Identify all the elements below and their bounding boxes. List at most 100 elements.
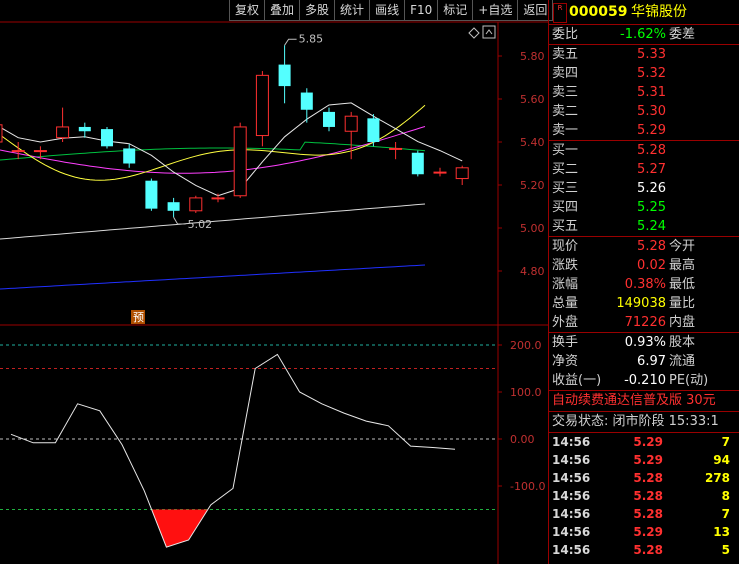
order-label: 买三	[552, 181, 579, 196]
candle-body	[433, 171, 447, 174]
stat-label2: 股本	[669, 335, 696, 350]
candle-body	[11, 150, 25, 153]
toolbar-button-add-watchlist[interactable]: +自选	[472, 0, 519, 21]
toolbar-button-overlay[interactable]: 叠加	[264, 0, 301, 21]
quote-row-change: 涨跌 0.02 最高	[549, 256, 739, 275]
weicha-label: 委差	[669, 27, 696, 42]
order-row-sell4[interactable]: 卖四 5.32	[549, 64, 739, 83]
candle-body	[211, 197, 225, 200]
order-row-buy1[interactable]: 买一 5.28	[549, 141, 739, 160]
order-row-sell1[interactable]: 卖一 5.29	[549, 121, 739, 140]
order-price: 5.25	[637, 200, 666, 215]
diamond-icon[interactable]	[468, 27, 480, 39]
order-price: 5.26	[637, 181, 666, 196]
stat-row-turnover: 换手 0.93% 股本	[549, 333, 739, 352]
order-label: 卖四	[552, 66, 579, 81]
candle	[255, 71, 269, 147]
tick-row: 14:56 5.28 7	[549, 505, 739, 523]
tick-volume: 8	[721, 489, 730, 503]
candle-body	[389, 147, 403, 150]
order-label: 买四	[552, 200, 579, 215]
subscription-ticker[interactable]: 自动续费通达信普及版 30元	[549, 390, 739, 411]
candle	[0, 124, 3, 143]
stock-code[interactable]: 000059	[569, 4, 628, 20]
price-tick-label: 5.40	[520, 136, 545, 149]
order-row-buy4[interactable]: 买四 5.25	[549, 198, 739, 217]
candle	[33, 146, 47, 160]
toolbar-button-multi-stock[interactable]: 多股	[299, 0, 336, 21]
tick-volume: 278	[704, 471, 730, 485]
quote-summary: 现价 5.28 今开 涨跌 0.02 最高 涨幅 0.38% 最低 总量 149038 量比 外…	[549, 236, 739, 332]
quote-label2: 内盘	[669, 315, 696, 330]
tick-time: 14:56	[552, 489, 591, 503]
order-row-buy5[interactable]: 买五 5.24	[549, 217, 739, 236]
toolbar-button-f10[interactable]: F10	[404, 0, 439, 21]
candle-body	[323, 111, 335, 127]
trade-status: 交易状态: 闭市阶段 15:33:1	[549, 411, 739, 432]
buy-orders: 买一 5.28 买二 5.27 买三 5.26 买四 5.25 买五 5.24	[549, 140, 739, 236]
quote-value: 5.28	[637, 239, 666, 254]
tick-volume: 5	[721, 543, 730, 557]
toolbar-button-mark[interactable]: 标记	[437, 0, 474, 21]
quote-row-outer: 外盘 71226 内盘	[549, 313, 739, 332]
price-tick-label: 5.80	[520, 50, 545, 63]
toolbar-button-statistics[interactable]: 统计	[334, 0, 371, 21]
tick-row: 14:56 5.29 7	[549, 433, 739, 451]
indicator-line	[10, 353, 456, 548]
tick-time: 14:56	[552, 435, 591, 449]
ma-line-magenta	[0, 126, 426, 174]
quote-value: 71226	[624, 315, 666, 330]
candle-body	[123, 148, 136, 164]
order-label: 卖五	[552, 47, 579, 62]
order-row-sell3[interactable]: 卖三 5.31	[549, 83, 739, 102]
moving-average-lines	[0, 102, 463, 290]
quote-label2: 最高	[669, 258, 696, 273]
indicator-panel	[0, 344, 498, 548]
candle	[433, 167, 447, 177]
candle-body	[300, 92, 313, 110]
tick-row: 14:56 5.29 13	[549, 523, 739, 541]
candle	[123, 144, 136, 168]
order-row-buy3[interactable]: 买三 5.26	[549, 179, 739, 198]
quote-value: 0.38%	[624, 277, 666, 292]
order-row-sell2[interactable]: 卖二 5.30	[549, 102, 739, 121]
toolbar-button-draw[interactable]: 画线	[369, 0, 406, 21]
ma-line-5	[0, 102, 463, 197]
quote-value: 0.02	[637, 258, 666, 273]
weibi-row: 委比 -1.62% 委差	[549, 24, 739, 44]
candle-body	[367, 118, 380, 142]
kline-chart[interactable]: 5.80 5.60 5.40 5.20 5.00 4.80 200.0 100.0 0.00 -…	[0, 0, 548, 564]
forecast-marker[interactable]: 预	[133, 311, 144, 324]
margin-badge: R	[553, 3, 567, 23]
stat-row-eps: 收益(一) -0.210 PE(动)	[549, 371, 739, 390]
candle-body	[344, 115, 358, 132]
stock-name[interactable]: 华锦股份	[631, 4, 687, 20]
order-price: 5.33	[637, 47, 666, 62]
stock-header: R 000059 华锦股份	[549, 0, 739, 24]
quote-label: 涨跌	[552, 258, 579, 273]
order-price: 5.32	[637, 66, 666, 81]
tick-row: 14:56 5.28 5	[549, 541, 739, 559]
tick-price: 5.29	[633, 435, 663, 449]
scroll-up-icon[interactable]	[482, 25, 496, 39]
order-price: 5.30	[637, 104, 666, 119]
toolbar-button-back[interactable]: 返回	[517, 0, 554, 21]
candle-body	[255, 74, 269, 137]
candle	[367, 114, 380, 147]
tick-time: 14:56	[552, 453, 591, 467]
tick-volume: 7	[721, 435, 730, 449]
candle	[167, 197, 180, 218]
indicator-tick-label: 100.0	[510, 386, 542, 399]
candle	[78, 122, 91, 138]
order-row-buy2[interactable]: 买二 5.27	[549, 160, 739, 179]
candle-body	[101, 129, 113, 147]
ma-line-yellow	[0, 104, 426, 181]
toolbar-button-fuquan[interactable]: 复权	[229, 0, 266, 21]
candle-body	[56, 126, 70, 139]
candle-body	[278, 64, 291, 87]
stat-label: 净资	[552, 354, 579, 369]
order-row-sell5[interactable]: 卖五 5.33	[549, 45, 739, 64]
quote-row-change-pct: 涨幅 0.38% 最低	[549, 275, 739, 294]
fundamentals: 换手 0.93% 股本 净资 6.97 流通 收益(一) -0.210 PE(动)	[549, 332, 739, 390]
quote-panel: R 000059 华锦股份 委比 -1.62% 委差 卖五 5.33 卖四 5.32…	[548, 0, 739, 564]
